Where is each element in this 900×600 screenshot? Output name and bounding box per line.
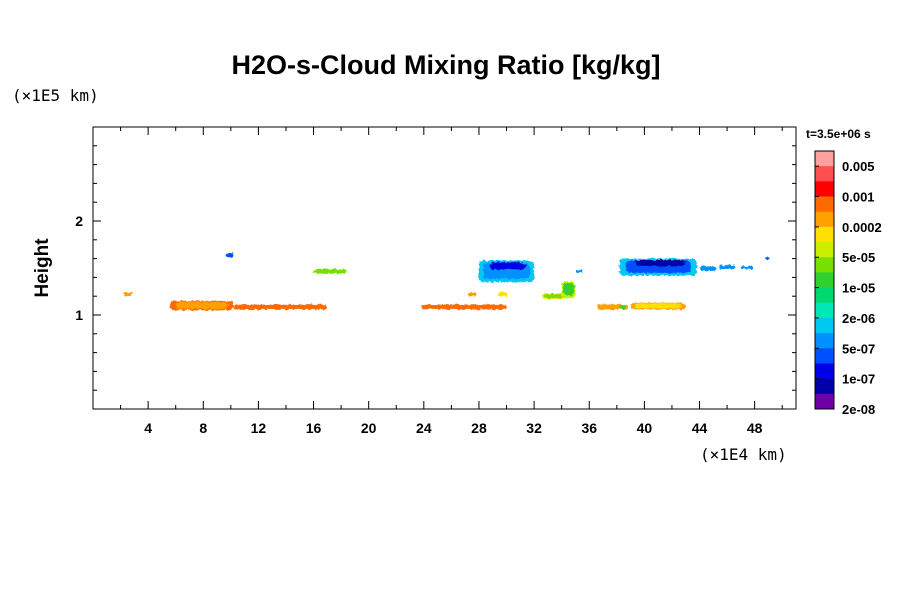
contour-region	[498, 292, 508, 297]
contour-region-peak	[634, 259, 686, 266]
contour-region	[467, 292, 477, 297]
x-tick-label: 8	[199, 420, 207, 436]
colorbar-swatch	[815, 287, 834, 304]
contour-region	[740, 266, 754, 270]
colorbar-swatch	[815, 181, 834, 198]
colorbar-swatch	[815, 151, 834, 167]
time-label: t=3.5e+06 s	[806, 127, 871, 141]
colorbar-swatch	[815, 226, 834, 243]
x-tick-label: 48	[747, 420, 763, 436]
contour-region	[699, 266, 717, 271]
contour-region-core	[634, 303, 682, 309]
colorbar-swatch	[815, 211, 834, 228]
y-tick-label: 2	[75, 213, 83, 229]
colorbar-swatch	[815, 196, 834, 213]
colorbar-label: 1e-07	[842, 372, 875, 387]
x-tick-label: 28	[471, 420, 487, 436]
colorbar-swatch	[815, 393, 834, 410]
colorbar-swatch	[815, 333, 834, 349]
x-tick-label: 36	[581, 420, 597, 436]
colorbar-swatch	[815, 348, 834, 364]
x-tick-label: 40	[637, 420, 653, 436]
contour-region	[233, 304, 328, 310]
colorbar-swatch	[815, 317, 834, 334]
colorbar-label: 0.001	[842, 190, 875, 205]
colorbar-swatch	[815, 302, 834, 319]
x-tick-label: 12	[251, 420, 267, 436]
x-tick-label: 24	[416, 420, 432, 436]
y-axis-label: Height	[32, 238, 53, 298]
colorbar-swatch	[815, 242, 834, 258]
chart-title: H2O-s-Cloud Mixing Ratio [kg/kg]	[232, 50, 661, 80]
contour-region	[313, 268, 347, 274]
contour-region	[619, 305, 626, 310]
x-axis: 4 8 12 16 20 24 28 32 36 40 44 48	[120, 127, 783, 436]
y-scale-label: (×1E5 km)	[12, 86, 99, 105]
contour-region-core	[175, 302, 229, 309]
colorbar-swatch	[815, 363, 834, 380]
contour-region	[123, 292, 132, 296]
colorbar-frame	[814, 150, 835, 410]
contour-region	[421, 304, 507, 310]
colorbar-label: 2e-08	[842, 402, 875, 417]
x-tick-label: 32	[526, 420, 542, 436]
colorbar-label: 0.0002	[842, 220, 882, 235]
x-tick-label: 44	[692, 420, 708, 436]
colorbar-label: 5e-05	[842, 250, 875, 265]
x-tick-label: 4	[144, 420, 152, 436]
x-scale-label: (×1E4 km)	[700, 445, 787, 464]
colorbar-swatch	[815, 257, 834, 273]
contour-region-peak	[489, 262, 526, 270]
contour-regions	[123, 252, 770, 311]
colorbar-label: 1e-05	[842, 281, 875, 296]
contour-region-core	[562, 283, 575, 296]
plot-frame	[92, 126, 797, 410]
colorbar-label: 5e-07	[842, 341, 875, 356]
y-axis: 12	[75, 145, 796, 391]
x-tick-label: 16	[306, 420, 322, 436]
y-tick-label: 1	[75, 307, 83, 323]
colorbar-label: 2e-06	[842, 311, 875, 326]
contour-region-core	[544, 294, 563, 299]
contour-region	[765, 256, 770, 260]
contour-region	[718, 265, 736, 269]
contour-region	[575, 269, 583, 273]
x-tick-label: 20	[361, 420, 377, 436]
colorbar-label: 0.005	[842, 159, 875, 174]
colorbar-swatch	[815, 272, 834, 289]
colorbar: 0.005 0.001 0.0002 5e-05 1e-05 2e-06 5e-07 1e-0…	[814, 150, 882, 417]
colorbar-swatch	[815, 378, 834, 395]
contour-region	[225, 252, 234, 258]
colorbar-swatch	[815, 166, 834, 182]
